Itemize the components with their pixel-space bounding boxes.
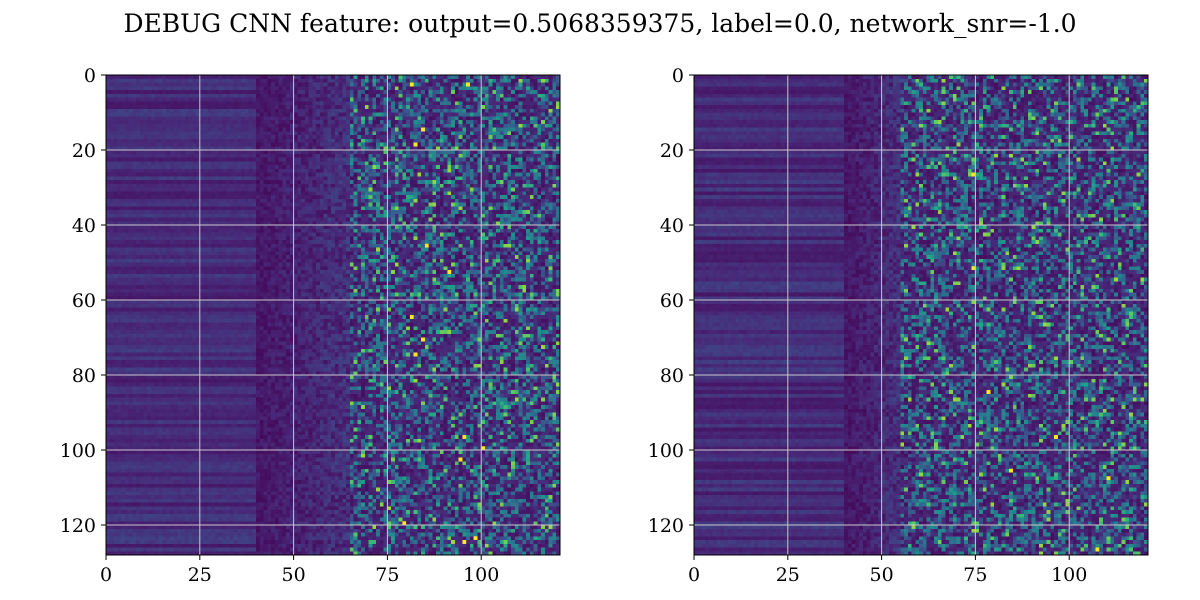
y-tick-label: 0	[84, 65, 96, 87]
heatmap-image	[106, 75, 560, 555]
y-tick-label: 0	[672, 65, 684, 87]
peak-cell	[1106, 476, 1111, 480]
peak-cell	[421, 337, 425, 342]
axes-frame	[105, 74, 561, 556]
peak-cell	[971, 266, 976, 270]
peak-cell	[971, 172, 976, 177]
x-tick-label: 0	[688, 564, 700, 586]
x-tick-label: 75	[375, 564, 399, 586]
peak-cell	[462, 540, 467, 544]
x-tick-label: 100	[1051, 564, 1087, 586]
peak-cell	[1009, 468, 1013, 473]
y-tick-label: 40	[660, 215, 684, 237]
peak-cell	[424, 243, 429, 248]
y-tick-label: 20	[660, 140, 684, 162]
x-tick-label: 25	[188, 564, 212, 586]
peak-cell	[986, 390, 991, 394]
figure-title: DEBUG CNN feature: output=0.5068359375, …	[123, 9, 1076, 38]
peak-cell	[458, 457, 463, 462]
heatmap-panel-left: 0 25 50 75 100 0 20 40 60 80 100 120	[60, 65, 561, 586]
peak-cell	[413, 142, 418, 147]
peak-cell	[447, 270, 452, 274]
y-tick-label: 20	[72, 140, 96, 162]
y-tick-label: 100	[648, 440, 684, 462]
y-tick-label: 120	[60, 515, 96, 537]
y-tick-label: 100	[60, 440, 96, 462]
y-tick-label: 80	[72, 365, 96, 387]
peak-cell	[473, 536, 478, 540]
heatmap-panel-right: 0 25 50 75 100 0 20 40 60 80 100 120	[648, 65, 1149, 586]
peak-cell	[409, 82, 414, 87]
peak-cell	[466, 82, 470, 87]
x-tick-label: 0	[100, 564, 112, 586]
x-tick-label: 50	[282, 564, 306, 586]
peak-cell	[409, 315, 414, 319]
y-tick-label: 40	[72, 215, 96, 237]
peak-cell	[1054, 435, 1058, 439]
y-tick-label: 60	[72, 290, 96, 312]
x-tick-label: 75	[963, 564, 987, 586]
y-tick-label: 80	[660, 365, 684, 387]
x-tick-label: 25	[776, 564, 800, 586]
peak-cell	[481, 446, 485, 450]
peak-cell	[413, 352, 418, 357]
axes-frame	[693, 74, 1149, 556]
x-tick-label: 100	[463, 564, 499, 586]
x-tick-label: 50	[870, 564, 894, 586]
peak-cell	[462, 435, 467, 439]
y-tick-label: 120	[648, 515, 684, 537]
peak-cell	[402, 521, 407, 525]
peak-cell	[421, 127, 425, 132]
heatmap-image	[694, 75, 1148, 555]
y-tick-label: 60	[660, 290, 684, 312]
peak-cell	[1095, 547, 1100, 552]
